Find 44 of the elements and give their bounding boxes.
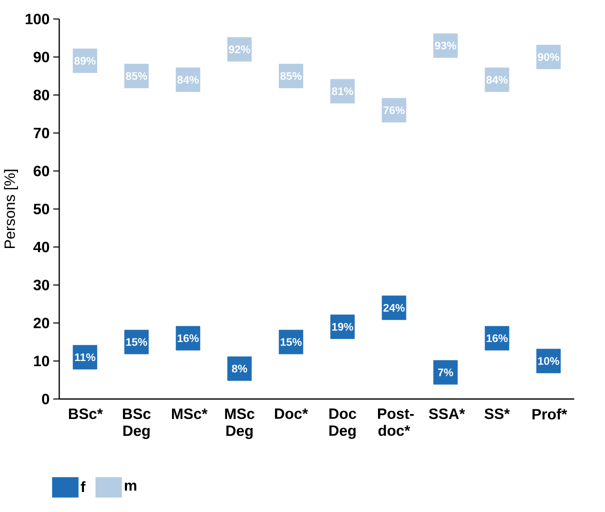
data-label: 10% xyxy=(538,357,560,365)
data-label: 24% xyxy=(383,304,405,312)
y-tick-label: 10 xyxy=(34,356,50,366)
y-tick-label: 90 xyxy=(34,52,50,62)
x-tick-label: MSc Deg xyxy=(225,408,254,440)
data-label: 90% xyxy=(538,53,560,61)
data-label: 81% xyxy=(332,87,354,96)
y-tick-label: 60 xyxy=(34,166,50,176)
y-tick-label: 0 xyxy=(42,394,50,404)
y-axis-title: Persons [%] xyxy=(4,170,18,248)
data-label: 85% xyxy=(126,72,148,80)
data-label: 11% xyxy=(75,353,96,362)
x-tick-label: BSc* xyxy=(68,408,103,420)
x-tick-label: Prof* xyxy=(532,408,568,420)
y-tick-label: 100 xyxy=(26,14,50,24)
data-label: 84% xyxy=(177,76,199,84)
x-tick-label: Doc* xyxy=(275,408,308,419)
x-tick-label: SS* xyxy=(484,408,510,420)
y-tick-label: 70 xyxy=(34,128,50,138)
data-label: 16% xyxy=(178,334,199,342)
x-tick-label: MSc* xyxy=(172,408,208,420)
data-label: 76% xyxy=(384,106,405,114)
data-label: 93% xyxy=(434,42,456,50)
data-label: 15% xyxy=(280,338,302,346)
legend-label: f xyxy=(80,481,86,492)
data-label: 8% xyxy=(232,364,248,372)
x-tick-label: Post-doc* xyxy=(378,408,414,436)
data-label: 7% xyxy=(438,368,454,376)
data-label: 19% xyxy=(332,322,354,331)
data-label: 84% xyxy=(486,76,508,84)
x-tick-label: SSA* xyxy=(428,408,466,420)
data-label: 92% xyxy=(228,46,250,54)
y-tick-label: 20 xyxy=(34,318,50,328)
data-label: 16% xyxy=(486,334,508,342)
y-tick-label: 80 xyxy=(34,90,50,100)
y-tick-label: 30 xyxy=(33,280,50,290)
data-label: 89% xyxy=(74,56,96,65)
x-tick-label: Doc Deg xyxy=(329,408,356,439)
y-tick-label: 50 xyxy=(34,204,50,214)
data-label: 85% xyxy=(280,72,302,80)
legend-label: m xyxy=(124,482,136,491)
x-tick-label: BSc Deg xyxy=(122,408,151,440)
y-tick-label: 40 xyxy=(33,242,50,252)
data-label: 15% xyxy=(126,338,148,346)
